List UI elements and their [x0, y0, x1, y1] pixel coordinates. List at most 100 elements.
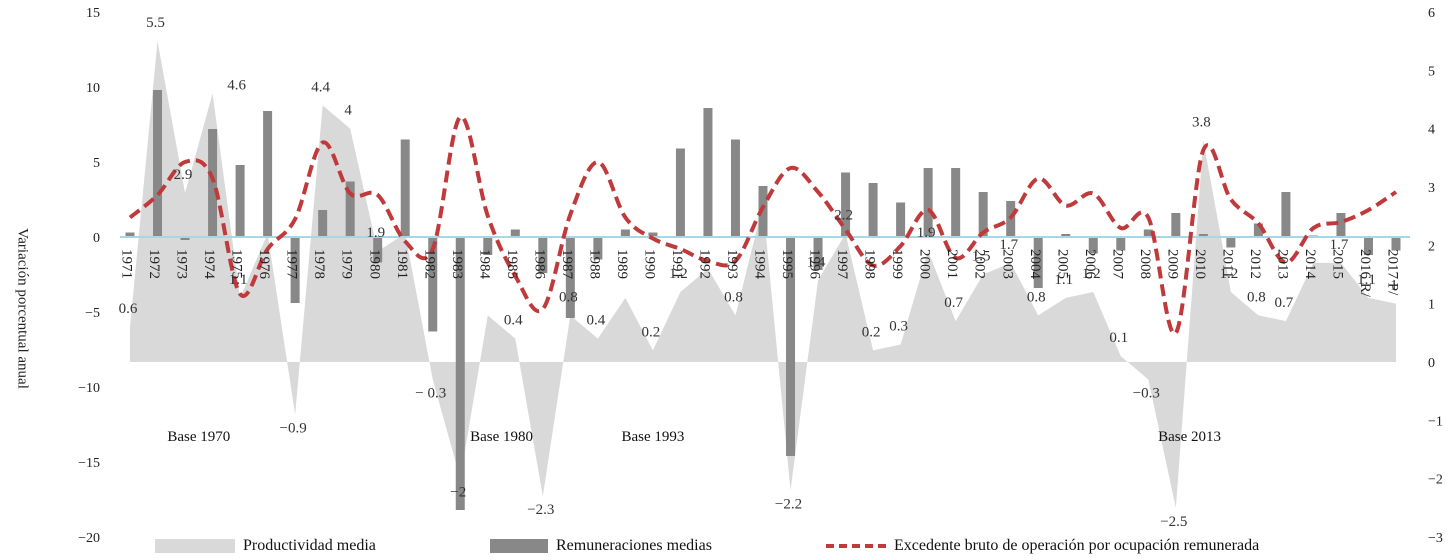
- remuneraciones-bar-1977: [290, 237, 300, 303]
- remuneraciones-bar-1983: [455, 237, 465, 510]
- x-tick-label-1984: 1984: [476, 249, 492, 279]
- x-tick-label-1983: 1983: [449, 249, 465, 279]
- left-tick-label: 0: [93, 231, 100, 246]
- right-tick-label: 0: [1428, 356, 1435, 371]
- productividad-data-label: −2.5: [1160, 514, 1187, 530]
- x-tick-label-1990: 1990: [641, 249, 657, 279]
- remuneraciones-bar-1987: [565, 237, 575, 318]
- productividad-area-layer: [130, 41, 1396, 508]
- remuneraciones-bar-1973: [180, 237, 190, 240]
- productividad-data-label: −2.2: [775, 496, 802, 512]
- productividad-data-label: 0.2: [862, 324, 881, 340]
- productividad-data-label: 0.4: [504, 313, 523, 329]
- productividad-data-label: 1: [1390, 278, 1398, 294]
- x-tick-label-2005: 2005: [1054, 249, 1070, 279]
- remuneraciones-bar-2010: [1198, 234, 1208, 237]
- x-tick-label-2008: 2008: [1137, 249, 1153, 279]
- x-tick-label-1985: 1985: [504, 249, 520, 279]
- remuneraciones-bar-1993: [730, 139, 740, 237]
- x-tick-label-1972: 1972: [146, 249, 162, 279]
- x-tick-label-2015: 2015: [1330, 249, 1346, 279]
- productividad-data-label: −2: [450, 485, 466, 501]
- x-tick-label-2009: 2009: [1164, 249, 1180, 279]
- productividad-data-label: 4.6: [227, 78, 246, 94]
- remuneraciones-bar-1972: [153, 90, 163, 237]
- remuneraciones-bar-1991: [675, 148, 685, 237]
- remuneraciones-bar-2008: [1143, 229, 1153, 237]
- productividad-data-label: −0.9: [280, 421, 307, 437]
- right-tick-label: 3: [1428, 181, 1435, 196]
- remuneraciones-bar-1984: [483, 237, 493, 255]
- x-tick-label-1992: 1992: [697, 249, 713, 279]
- remuneraciones-bar-1995: [786, 237, 796, 456]
- productividad-data-label: 0.4: [586, 313, 605, 329]
- x-tick-label-1998: 1998: [862, 249, 878, 279]
- base-label: Base 1993: [621, 429, 684, 445]
- x-tick-label-2012: 2012: [1247, 249, 1263, 279]
- x-tick-label-1999: 1999: [889, 249, 905, 279]
- productividad-data-label: 1.5: [972, 249, 991, 265]
- x-tick-label-1993: 1993: [724, 249, 740, 279]
- y-axis-title-text: Variación porcentual anual: [14, 228, 31, 389]
- x-tick-label-1989: 1989: [614, 249, 630, 279]
- x-tick-label-1994: 1994: [752, 249, 768, 280]
- remuneraciones-bar-1975: [235, 165, 245, 237]
- remuneraciones-bar-1986: [538, 237, 548, 273]
- remuneraciones-bar-1979: [345, 181, 355, 237]
- productividad-area: [130, 41, 1396, 508]
- productividad-data-label: 0.7: [1275, 295, 1294, 311]
- right-tick-label: 5: [1428, 64, 1435, 79]
- remuneraciones-bar-1990: [648, 232, 658, 237]
- remuneraciones-bar-2001: [951, 168, 961, 237]
- remuneraciones-bar-1976: [263, 111, 273, 237]
- productividad-data-label: 1.7: [999, 237, 1018, 253]
- right-tick-label: −2: [1428, 473, 1443, 488]
- x-tick-label-2000: 2000: [917, 249, 933, 279]
- remuneraciones-bar-2006: [1088, 237, 1098, 254]
- x-tick-label-1986: 1986: [531, 249, 547, 280]
- left-tick-label: −15: [78, 456, 100, 471]
- productividad-data-label: 0.8: [559, 289, 578, 305]
- productividad-data-label: 0.3: [889, 319, 908, 335]
- remuneraciones-bar-1999: [896, 202, 906, 237]
- x-tick-label-2004: 2004: [1027, 249, 1043, 280]
- right-axis-ticks-layer: 6 5 4 3 2 1 0 −1 −2 −3: [1428, 6, 1443, 546]
- x-tick-label-2014: 2014: [1302, 249, 1318, 280]
- remuneraciones-bar-1982: [428, 237, 438, 332]
- productividad-data-label: 1.7: [1330, 237, 1349, 253]
- remuneraciones-bar-2003: [1006, 201, 1016, 237]
- x-tick-label-1979: 1979: [339, 249, 355, 279]
- x-tick-label-1988: 1988: [586, 249, 602, 279]
- remuneraciones-bar-1985: [510, 229, 520, 237]
- remuneraciones-bar-1994: [758, 186, 768, 237]
- remuneraciones-bar-1978: [318, 210, 328, 237]
- remuneraciones-bar-2013: [1281, 192, 1291, 237]
- productividad-data-label: 1.9: [366, 225, 385, 241]
- legend-label-excedente: Excedente bruto de operación por ocupaci…: [894, 537, 1260, 554]
- legend-item-remuneraciones: Remuneraciones medias: [490, 535, 712, 557]
- legend-swatch-productividad: [155, 539, 235, 553]
- legend-label-productividad: Productividad media: [243, 537, 376, 554]
- left-tick-label: 10: [86, 81, 100, 96]
- x-tick-label-1974: 1974: [201, 249, 217, 280]
- legend-swatch-excedente: [826, 544, 886, 548]
- x-tick-label-1997: 1997: [834, 249, 850, 280]
- remuneraciones-bar-1996: [813, 237, 823, 270]
- right-tick-label: 4: [1428, 123, 1435, 138]
- productividad-data-label: 1.2: [669, 266, 688, 282]
- productividad-data-label: 5.5: [146, 15, 165, 31]
- remuneraciones-bar-2002: [978, 192, 988, 237]
- legend-item-excedente: Excedente bruto de operación por ocupaci…: [826, 535, 1259, 557]
- x-tick-label-1975: 1975: [229, 249, 245, 279]
- productividad-data-label: 1.1: [229, 272, 248, 288]
- remuneraciones-bar-2012: [1253, 223, 1263, 237]
- x-tick-label-2003: 2003: [999, 249, 1015, 279]
- right-tick-label: −1: [1428, 414, 1443, 429]
- productividad-data-label: 0.7: [944, 295, 963, 311]
- legend-swatch-remuneraciones: [490, 539, 548, 553]
- remuneraciones-bar-2016: [1363, 237, 1373, 255]
- productividad-data-label: 1.1: [1054, 272, 1073, 288]
- remuneraciones-bar-2005: [1061, 234, 1071, 237]
- excedente-line-layer: [128, 114, 1398, 336]
